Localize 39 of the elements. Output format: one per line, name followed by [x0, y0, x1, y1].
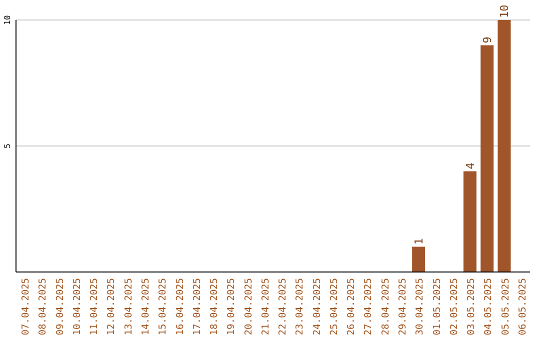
x-tick-label: 07.04.2025 [20, 278, 32, 336]
x-tick-label: 14.04.2025 [140, 278, 152, 336]
bar [480, 45, 494, 272]
x-tick-label: 26.04.2025 [346, 278, 358, 336]
x-tick-label: 21.04.2025 [260, 278, 272, 336]
bar [412, 246, 426, 272]
x-tick-label: 23.04.2025 [294, 278, 306, 336]
x-tick-label: 10.04.2025 [72, 278, 83, 336]
y-tick-label: 5 [3, 143, 12, 148]
x-tick-label: 25.04.2025 [328, 278, 340, 336]
x-tick-label: 11.04.2025 [89, 278, 100, 336]
x-tick-label: 02.05.2025 [448, 278, 460, 336]
x-tick-label: 20.04.2025 [243, 278, 254, 336]
x-tick-label: 22.04.2025 [278, 278, 289, 336]
bar [498, 20, 511, 272]
data-label: 1 [412, 238, 426, 245]
x-tick-label: 28.04.2025 [380, 278, 392, 336]
x-tick-label: 08.04.2025 [38, 278, 49, 336]
x-tick-label: 06.05.2025 [517, 278, 528, 336]
x-tick-label: 05.05.2025 [500, 278, 512, 336]
data-label: 10 [498, 4, 512, 18]
x-tick-label: 13.04.2025 [123, 278, 134, 336]
bar [463, 171, 476, 272]
x-tick-label: 16.04.2025 [174, 278, 186, 336]
x-tick-label: 04.05.2025 [483, 278, 494, 336]
data-label: 4 [464, 162, 477, 170]
x-tick-label: 03.05.2025 [466, 278, 478, 336]
x-tick-label: 29.04.2025 [398, 278, 408, 336]
x-tick-label: 09.04.2025 [54, 278, 66, 336]
x-tick-label: 01.05.2025 [432, 278, 443, 336]
x-tick-label: 12.04.2025 [106, 278, 118, 336]
x-tick-label: 27.04.2025 [363, 278, 374, 336]
x-tick-label: 18.04.2025 [209, 278, 220, 336]
x-tick-label: 30.04.2025 [414, 278, 426, 336]
x-tick-label: 24.04.2025 [312, 278, 323, 336]
x-tick-label: 15.04.2025 [158, 278, 169, 336]
x-tick-label: 17.04.2025 [192, 278, 203, 336]
x-tick-label: 19.04.2025 [226, 278, 238, 336]
data-label: 9 [481, 36, 494, 44]
